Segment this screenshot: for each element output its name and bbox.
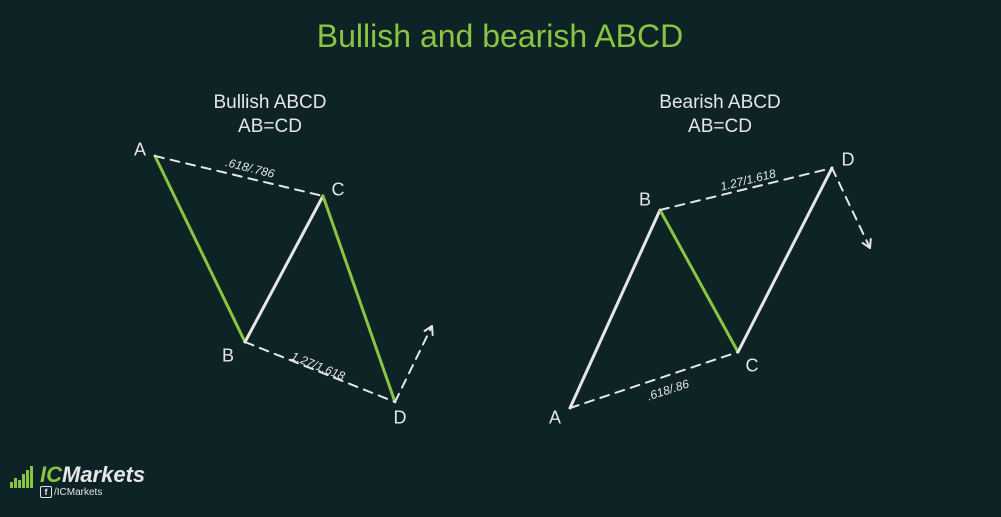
bearish-point-a: A [549, 408, 561, 429]
brand-logo: ICMarkets f/ICMarkets [40, 462, 145, 498]
facebook-icon: f [40, 486, 52, 498]
brand-rest: Markets [62, 462, 145, 487]
bearish-heading-2: AB=CD [688, 116, 752, 138]
bearish-point-d: D [842, 150, 855, 171]
brand-prefix: IC [40, 462, 62, 487]
bearish-point-b: B [639, 190, 651, 211]
brand-tagline-text: /ICMarkets [54, 487, 102, 498]
bullish-heading-2: AB=CD [238, 116, 302, 138]
bullish-heading-1: Bullish ABCD [214, 92, 327, 114]
bearish-point-c: C [746, 356, 759, 377]
logo-bars-icon [10, 464, 38, 490]
diagram-stage [0, 0, 1001, 517]
bullish-point-a: A [134, 140, 146, 161]
bullish-point-c: C [332, 180, 345, 201]
bearish-heading-1: Bearish ABCD [659, 92, 780, 114]
bullish-point-d: D [394, 408, 407, 429]
brand-wordmark: ICMarkets [40, 462, 145, 488]
main-title: Bullish and bearish ABCD [317, 18, 683, 55]
bullish-point-b: B [222, 346, 234, 367]
